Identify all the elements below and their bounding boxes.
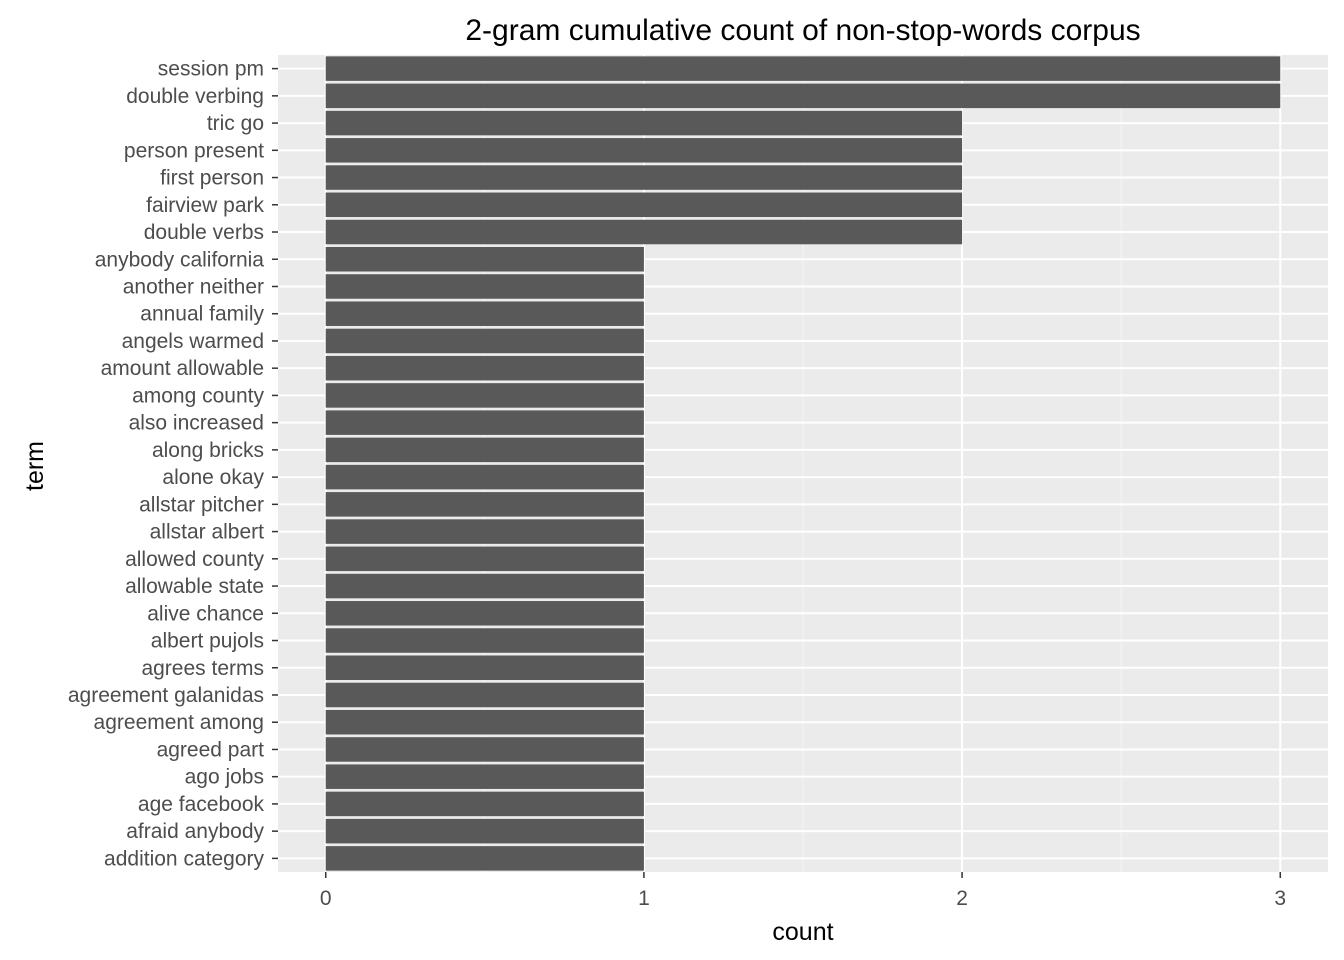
- y-tick-label: first person: [160, 167, 264, 190]
- bar: [325, 737, 644, 762]
- y-tick-label: along bricks: [152, 439, 264, 462]
- bar: [325, 519, 644, 544]
- y-tick-label: afraid anybody: [126, 820, 264, 843]
- bar: [325, 437, 644, 463]
- y-tick-label: session pm: [158, 58, 264, 81]
- y-tick-label: alone okay: [162, 466, 264, 489]
- bar: [325, 655, 644, 681]
- y-tick-label: agreement galanidas: [68, 684, 264, 707]
- bar: [325, 328, 644, 354]
- y-tick-label: agreement among: [94, 711, 264, 734]
- bar: [325, 846, 644, 871]
- y-tick-label: ago jobs: [185, 766, 264, 789]
- x-tick-label: 0: [320, 887, 332, 910]
- bars: [325, 56, 1281, 871]
- y-tick-label: age facebook: [138, 793, 265, 816]
- bar: [325, 410, 644, 435]
- bar: [325, 301, 644, 326]
- x-tick-label: 3: [1274, 887, 1286, 910]
- bar: [325, 383, 644, 408]
- bar: [325, 764, 644, 789]
- chart-title: 2-gram cumulative count of non-stop-word…: [465, 14, 1140, 47]
- y-tick-label: allowed county: [125, 548, 264, 571]
- y-tick-label: alive chance: [147, 602, 264, 625]
- bar: [325, 573, 644, 599]
- y-tick-label: anybody california: [95, 248, 265, 271]
- y-axis-title: term: [21, 441, 49, 491]
- y-tick-label: double verbs: [144, 221, 264, 244]
- bar: [325, 709, 644, 735]
- y-tick-label: another neither: [123, 275, 264, 298]
- y-tick-label: addition category: [104, 847, 264, 870]
- bar: [325, 192, 963, 218]
- bar: [325, 601, 644, 626]
- y-tick-label: among county: [132, 384, 264, 407]
- x-axis: 0 1 2 3: [320, 872, 1286, 910]
- bar: [325, 492, 644, 517]
- bar: [325, 818, 644, 844]
- bar: [325, 56, 1281, 81]
- y-tick-label: amount allowable: [101, 357, 264, 380]
- x-tick-label: 2: [956, 887, 968, 910]
- y-tick-label: annual family: [140, 303, 264, 326]
- y-tick-label: person present: [124, 139, 264, 162]
- y-tick-label: albert pujols: [151, 630, 264, 653]
- y-tick-label: allstar pitcher: [139, 493, 264, 516]
- bar: [325, 110, 963, 136]
- y-tick-label: agreed part: [157, 738, 265, 761]
- y-tick-label: allstar albert: [150, 521, 265, 544]
- bar: [325, 219, 963, 245]
- y-tick-label: fairview park: [146, 194, 264, 217]
- bar: [325, 355, 644, 381]
- bar: [325, 546, 644, 572]
- y-tick-label: allowable state: [125, 575, 264, 598]
- bar: [325, 274, 644, 299]
- bar: [325, 464, 644, 490]
- y-tick-label: tric go: [207, 112, 264, 135]
- bar: [325, 165, 963, 190]
- y-axis: session pm double verbing tric go person pr…: [68, 58, 278, 870]
- y-tick-label: agrees terms: [141, 657, 264, 680]
- y-tick-label: angels warmed: [122, 330, 264, 353]
- bar: [325, 682, 644, 708]
- bar: [325, 628, 644, 653]
- x-tick-label: 1: [638, 887, 650, 910]
- y-tick-label: double verbing: [126, 85, 264, 108]
- bar: [325, 83, 1281, 109]
- bar: [325, 791, 644, 817]
- bar: [325, 246, 644, 272]
- x-axis-title: count: [772, 918, 833, 946]
- bar: [325, 138, 963, 163]
- y-tick-label: also increased: [129, 412, 264, 435]
